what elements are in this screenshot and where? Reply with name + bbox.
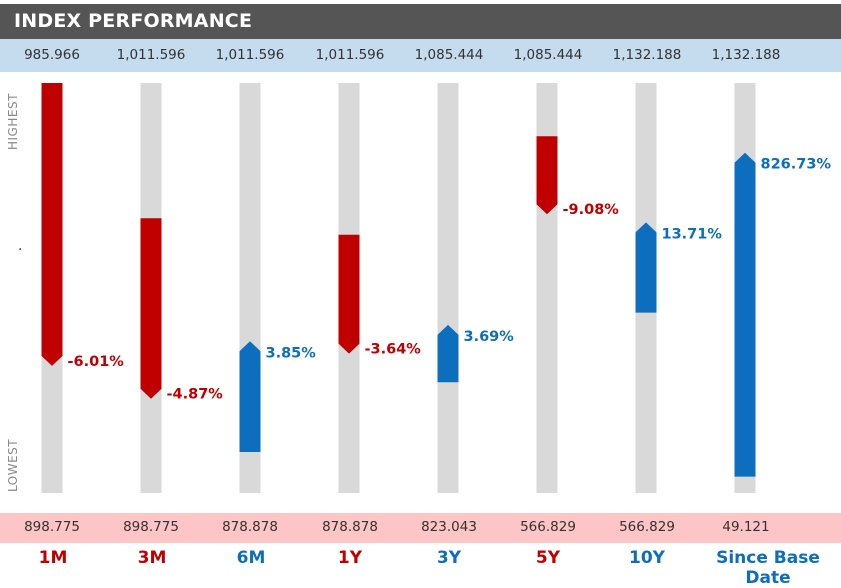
low-value-1m: 898.775 bbox=[24, 519, 80, 535]
high-value-1m: 985.966 bbox=[24, 47, 80, 63]
high-value-5y: 1,085.444 bbox=[513, 47, 583, 63]
return-label-3m: -4.87% bbox=[167, 387, 224, 403]
performance-bar-1m bbox=[41, 83, 63, 366]
axis-middle-mark: . bbox=[18, 238, 23, 254]
high-value-1y: 1,011.596 bbox=[315, 47, 385, 63]
return-label-3y: 3.69% bbox=[464, 329, 515, 345]
high-value-since-base: 1,132.188 bbox=[711, 47, 781, 63]
return-label-since-base: 826.73% bbox=[761, 157, 832, 173]
return-label-10y: 13.71% bbox=[662, 226, 723, 242]
period-label-3y: 3Y bbox=[436, 548, 462, 568]
period-label-3m: 3M bbox=[137, 548, 167, 568]
performance-bar-1y bbox=[338, 234, 360, 354]
performance-bar-6m bbox=[239, 341, 261, 452]
period-label-6m: 6M bbox=[236, 548, 266, 568]
low-value-10y: 566.829 bbox=[619, 519, 675, 535]
range-track-3y bbox=[437, 83, 459, 493]
performance-bar-since-base bbox=[734, 152, 756, 477]
performance-bar-3m bbox=[140, 218, 162, 399]
low-value-6m: 878.878 bbox=[222, 519, 278, 535]
return-label-5y: -9.08% bbox=[563, 202, 620, 218]
high-value-10y: 1,132.188 bbox=[612, 47, 682, 63]
period-label-since-base: Since Base Date bbox=[716, 548, 820, 588]
low-value-since-base: 49.121 bbox=[722, 519, 770, 535]
return-label-1m: -6.01% bbox=[68, 354, 125, 370]
chart-title: INDEX PERFORMANCE bbox=[0, 4, 841, 39]
period-label-1y: 1Y bbox=[337, 548, 363, 568]
high-value-3m: 1,011.596 bbox=[116, 47, 186, 63]
low-value-3m: 898.775 bbox=[123, 519, 179, 535]
period-label-1m: 1M bbox=[38, 548, 68, 568]
lowest-values-band: 898.775 898.775 878.878 878.878 823.043 … bbox=[0, 513, 841, 543]
high-value-3y: 1,085.444 bbox=[414, 47, 484, 63]
period-label-5y: 5Y bbox=[535, 548, 561, 568]
period-label-10y: 10Y bbox=[629, 548, 665, 568]
high-value-6m: 1,011.596 bbox=[215, 47, 285, 63]
performance-bar-5y bbox=[536, 136, 558, 215]
low-value-5y: 566.829 bbox=[520, 519, 576, 535]
return-label-6m: 3.85% bbox=[266, 345, 317, 361]
performance-bar-10y bbox=[635, 222, 657, 313]
return-label-1y: -3.64% bbox=[365, 342, 422, 358]
low-value-1y: 878.878 bbox=[322, 519, 378, 535]
highest-values-band: 985.966 1,011.596 1,011.596 1,011.596 1,… bbox=[0, 39, 841, 72]
performance-bar-3y bbox=[437, 324, 459, 383]
low-value-3y: 823.043 bbox=[421, 519, 477, 535]
